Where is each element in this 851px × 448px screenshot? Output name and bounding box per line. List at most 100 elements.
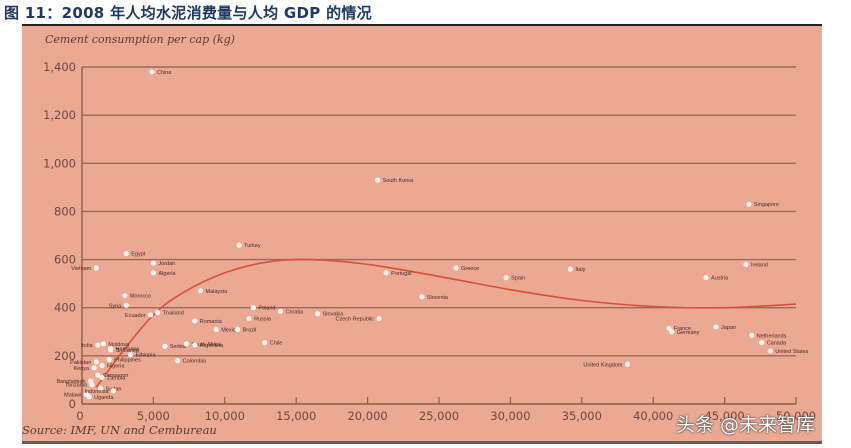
point-label: Germany (677, 330, 700, 336)
point-label: Argentina (200, 343, 224, 349)
point-marker (713, 324, 719, 330)
data-point: France (666, 325, 691, 332)
data-point: Kenya (74, 365, 97, 372)
bottom-divider (22, 441, 822, 444)
point-label: Italy (575, 267, 585, 273)
data-point: Algeria (150, 270, 176, 277)
data-point: Romania (192, 318, 223, 325)
point-label: Greece (461, 266, 479, 272)
point-label: Pakistan (70, 360, 91, 366)
point-label: Kenya (74, 366, 91, 372)
point-label: South Korea (383, 178, 415, 184)
point-marker (93, 359, 99, 365)
point-label: Tanzania (65, 383, 88, 389)
point-marker (749, 332, 755, 338)
point-marker (93, 265, 99, 271)
point-label: Ethiopia (136, 353, 157, 359)
point-marker (107, 347, 114, 353)
data-point: China (149, 69, 172, 76)
x-tick-label: 20,000 (347, 409, 387, 423)
data-point: Singapore (746, 201, 779, 208)
data-point: Poland (250, 305, 276, 312)
data-point: Croatia (277, 308, 304, 315)
data-point: South Korea (374, 177, 415, 184)
x-tick-label: 40,000 (633, 409, 673, 423)
point-label: Serbia (170, 344, 187, 350)
x-tick-label: 50,000 (776, 409, 816, 423)
point-marker (503, 275, 509, 281)
point-label: Jordan (158, 261, 175, 267)
data-point: Italy (567, 266, 586, 273)
point-marker (419, 294, 425, 300)
point-label: Honduras (116, 347, 140, 353)
data-point: Canada (759, 340, 787, 347)
point-label: Turkey (244, 243, 261, 249)
point-marker (236, 242, 242, 248)
x-tick-label: 10,000 (205, 409, 245, 423)
point-marker (123, 302, 129, 308)
data-point: Brazil (235, 326, 256, 333)
data-point: Nigeria (99, 362, 125, 369)
data-point: Spain (503, 275, 525, 282)
point-marker (703, 275, 709, 281)
point-marker (99, 362, 105, 369)
y-tick-label: 800 (54, 204, 76, 218)
point-label: Algeria (158, 271, 176, 277)
point-marker (123, 250, 129, 257)
point-marker (759, 340, 765, 346)
point-marker (567, 266, 573, 272)
point-label: Austria (711, 276, 729, 282)
point-marker (106, 356, 112, 363)
point-marker (250, 305, 256, 311)
point-marker (122, 293, 128, 299)
data-point: Vietnam (71, 265, 99, 272)
data-point: Netherlands (749, 332, 787, 339)
point-label: Mexico (221, 327, 238, 333)
point-marker (374, 177, 381, 183)
point-marker (150, 270, 156, 276)
point-marker (767, 348, 773, 354)
data-point: Moldova (100, 341, 130, 348)
data-point: Greece (453, 265, 479, 272)
point-label: Egypt (131, 252, 146, 258)
point-label: Japan (721, 325, 736, 331)
point-marker (147, 312, 154, 318)
data-point: Pakistan (70, 359, 99, 366)
point-label: Philippines (114, 357, 141, 363)
data-point: Jordan (150, 260, 175, 267)
point-label: Vietnam (71, 266, 91, 272)
point-marker (89, 382, 95, 388)
y-tick-label: 600 (54, 253, 76, 267)
point-label: Romania (200, 319, 223, 325)
point-marker (175, 358, 181, 364)
chart-panel (22, 26, 822, 441)
point-marker (86, 394, 92, 400)
x-tick-label: 25,000 (419, 409, 459, 423)
point-label: Slovakia (323, 312, 345, 318)
point-label: Russia (254, 317, 272, 323)
data-point: Austria (703, 275, 729, 282)
point-label: Malawi (64, 392, 81, 398)
data-point: Uganda (86, 394, 114, 401)
point-marker (277, 308, 284, 314)
data-point: Malaysia (197, 288, 228, 295)
point-marker (235, 326, 241, 332)
y-tick-label: 1,200 (43, 108, 76, 122)
point-marker (624, 361, 631, 367)
point-marker (95, 372, 101, 378)
point-marker (383, 270, 389, 276)
point-marker (100, 341, 107, 347)
x-tick-label: 0 (76, 409, 83, 423)
data-point: Japan (713, 324, 736, 331)
data-point: Sri Lanka (107, 347, 140, 354)
axes (81, 67, 796, 405)
data-point: Tanzania (65, 382, 95, 389)
point-marker (192, 318, 198, 324)
point-label: India (81, 343, 94, 349)
data-point: Ethiopia (127, 352, 157, 359)
point-label: Syria (109, 303, 122, 309)
data-points: China South Korea Singapore Turkey Egypt Jord… (57, 69, 809, 401)
point-marker (669, 329, 675, 335)
point-marker (746, 201, 752, 207)
